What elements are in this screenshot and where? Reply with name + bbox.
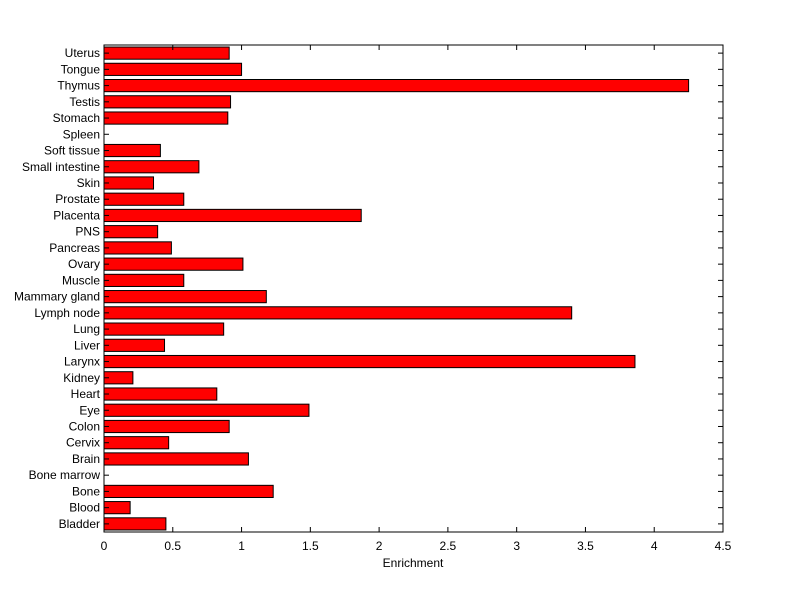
category-label: Thymus <box>57 79 100 93</box>
bar-stomach <box>103 111 229 125</box>
bar-heart <box>103 387 218 401</box>
ticks-group <box>103 45 724 532</box>
bar-thymus <box>103 79 690 93</box>
category-label: Testis <box>69 95 100 109</box>
category-label: Ovary <box>68 257 100 271</box>
category-label: Skin <box>77 176 100 190</box>
x-tick-label: 3 <box>513 539 520 553</box>
category-label: Uterus <box>65 46 100 60</box>
x-tick-label: 2.5 <box>440 539 457 553</box>
bar-lymph-node <box>103 306 573 320</box>
category-label: Cervix <box>66 436 100 450</box>
bar-skin <box>103 176 155 190</box>
bar-pancreas <box>103 241 172 255</box>
bar-uterus <box>103 46 230 60</box>
category-label: Small intestine <box>22 160 100 174</box>
category-labels: Bladder Blood Bone Bone marrow Brain Cervix Co… <box>14 46 101 531</box>
bar-muscle <box>103 273 185 287</box>
bar-placenta <box>103 208 362 223</box>
category-label: Spleen <box>63 127 100 141</box>
x-tick-label: 2 <box>376 539 383 553</box>
bars-group <box>103 46 690 531</box>
bar-bone <box>103 484 274 499</box>
x-tick-label: 4.5 <box>715 539 732 553</box>
bar-testis <box>103 95 232 109</box>
bar-cervix <box>103 436 170 450</box>
x-tick-label: 0 <box>101 539 108 553</box>
bar-mammary-gland <box>103 290 267 304</box>
bar-liver <box>103 338 166 352</box>
category-label: Stomach <box>53 111 100 125</box>
category-label: Lung <box>73 322 100 336</box>
bar-small-intestine <box>103 160 200 174</box>
category-label: Soft tissue <box>44 144 100 158</box>
bar-brain <box>103 452 249 466</box>
bar-soft-tissue <box>103 143 161 158</box>
category-label: Liver <box>74 338 100 352</box>
category-label: Larynx <box>64 355 100 369</box>
x-tick-label: 0.5 <box>164 539 181 553</box>
bar-pns <box>103 225 159 239</box>
category-label: Lymph node <box>34 306 100 320</box>
category-label: Blood <box>69 501 100 515</box>
category-label: Placenta <box>53 208 100 222</box>
axes-frame <box>103 44 724 533</box>
bar-prostate <box>103 192 185 206</box>
bar-ovary <box>103 257 244 271</box>
category-label: Colon <box>69 419 100 433</box>
bar-bladder <box>103 517 167 531</box>
x-tick-label: 1 <box>238 539 245 553</box>
bar-lung <box>103 322 225 336</box>
category-label: Eye <box>79 403 100 417</box>
category-label: Tongue <box>61 62 101 76</box>
category-label: PNS <box>75 225 100 239</box>
x-tick-label: 1.5 <box>302 539 319 553</box>
x-axis-title: Enrichment <box>383 556 444 570</box>
bar-larynx <box>103 354 636 369</box>
bar-tongue <box>103 62 243 76</box>
category-label: Pancreas <box>49 241 100 255</box>
category-label: Brain <box>72 452 100 466</box>
bar-eye <box>103 403 310 417</box>
category-label: Prostate <box>55 192 100 206</box>
category-label: Kidney <box>63 371 100 385</box>
x-tick-labels: 0 0.5 1 1.5 2 2.5 3 3.5 4 4.5 <box>101 539 732 553</box>
x-tick-label: 3.5 <box>577 539 594 553</box>
x-tick-label: 4 <box>651 539 658 553</box>
category-label: Muscle <box>62 273 100 287</box>
category-label: Bone <box>72 484 100 498</box>
bar-colon <box>103 419 230 434</box>
category-label: Bladder <box>59 517 100 531</box>
category-label: Heart <box>71 387 101 401</box>
category-label: Mammary gland <box>14 290 100 304</box>
category-label: Bone marrow <box>29 468 101 482</box>
